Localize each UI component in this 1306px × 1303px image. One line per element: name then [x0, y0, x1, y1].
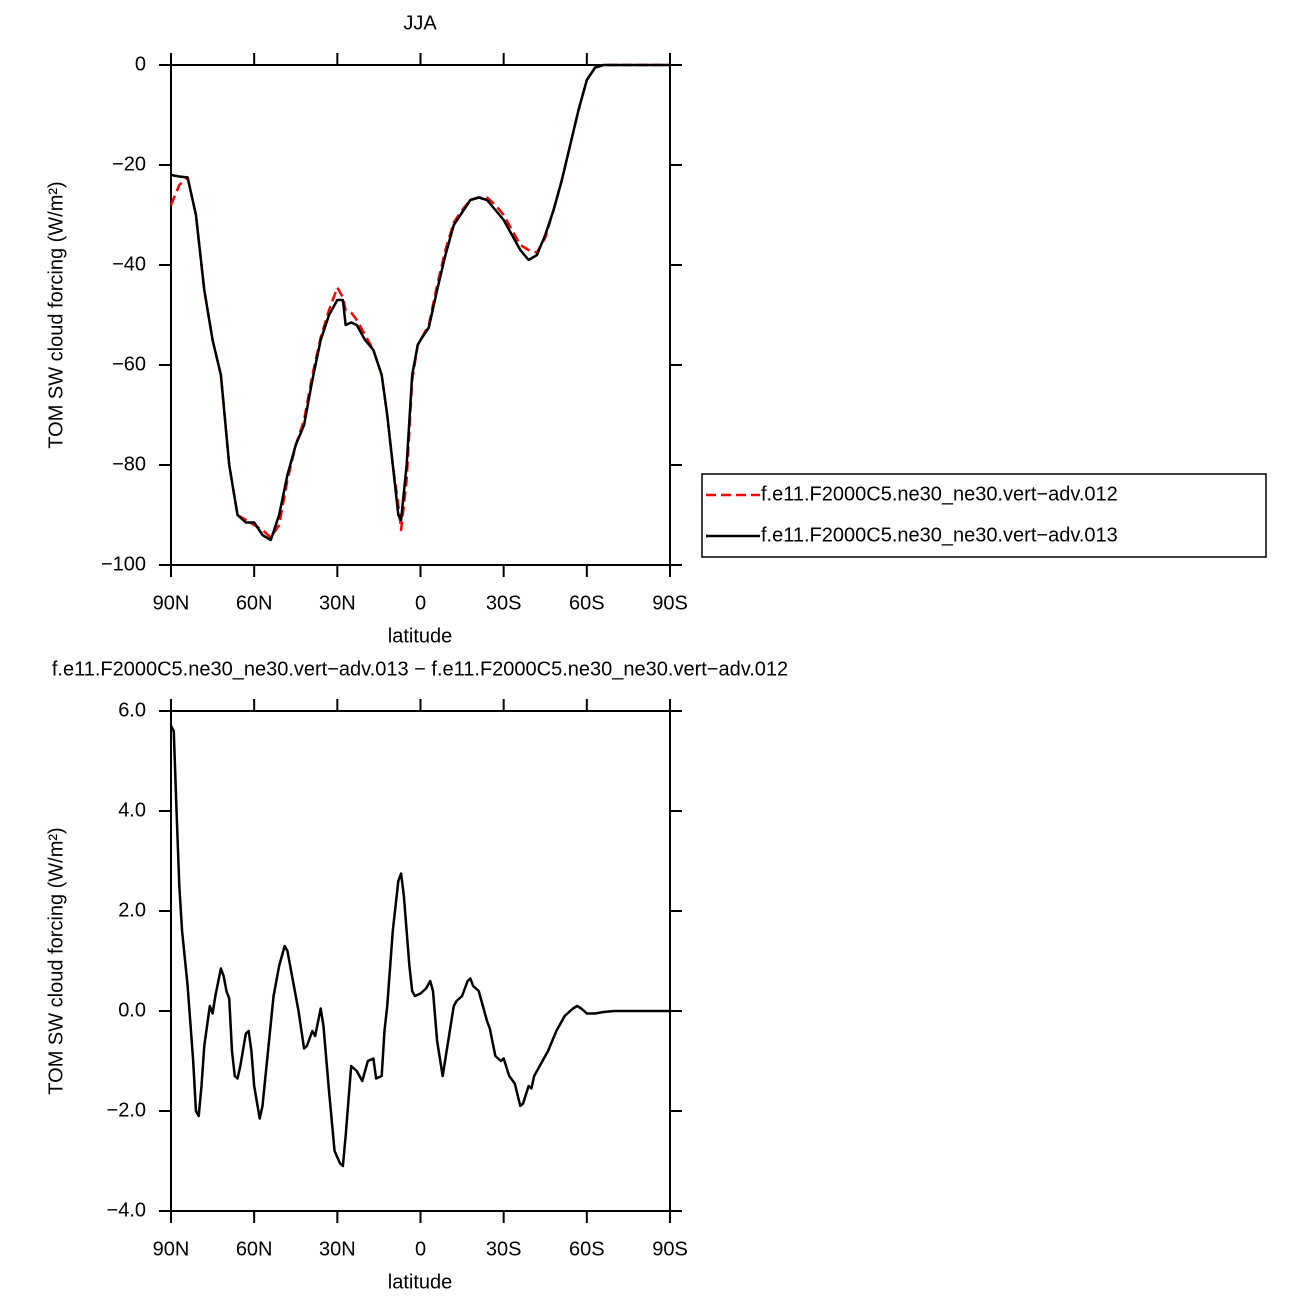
x-tick-label: 0: [415, 592, 426, 614]
y-tick-label: −40: [112, 253, 146, 275]
x-tick-label: 30S: [486, 1238, 522, 1260]
y-tick-label: −80: [112, 453, 146, 475]
y-tick-label: −60: [112, 353, 146, 375]
y-tick-label: −20: [112, 153, 146, 175]
x-tick-label: 60S: [569, 1238, 605, 1260]
y-tick-label: −2.0: [107, 1099, 146, 1121]
chart-title: JJA: [403, 12, 437, 34]
plot-frame: [170, 710, 671, 1212]
legend-box: [701, 473, 1267, 558]
y-axis-label: TOM SW cloud forcing (W/m²): [45, 181, 67, 448]
y-tick-label: 0.0: [118, 999, 146, 1021]
data-line: [170, 63, 670, 542]
y-tick-label: 0: [135, 53, 146, 75]
x-tick-label: 0: [415, 1238, 426, 1260]
chart-title: f.e11.F2000C5.ne30_ne30.vert−adv.013 − f…: [52, 658, 788, 680]
y-tick-label: 4.0: [118, 799, 146, 821]
y-tick-label: 6.0: [118, 699, 146, 721]
y-tick-label: 2.0: [118, 899, 146, 921]
x-axis-label: latitude: [388, 625, 453, 647]
data-line: [169, 725, 670, 1168]
x-tick-label: 60S: [569, 592, 605, 614]
y-axis-label: TOM SW cloud forcing (W/m²): [45, 827, 67, 1094]
x-axis-label: latitude: [388, 1271, 453, 1293]
data-line: [169, 63, 670, 539]
y-tick-label: −100: [101, 553, 146, 575]
x-tick-label: 90S: [652, 1238, 688, 1260]
legend-label: f.e11.F2000C5.ne30_ne30.vert−adv.012: [761, 483, 1118, 505]
x-tick-label: 30N: [319, 592, 356, 614]
x-tick-label: 60N: [236, 1238, 273, 1260]
x-tick-label: 90N: [153, 592, 190, 614]
x-tick-label: 90S: [652, 592, 688, 614]
x-tick-label: 90N: [153, 1238, 190, 1260]
legend-label: f.e11.F2000C5.ne30_ne30.vert−adv.013: [761, 524, 1118, 546]
x-tick-label: 30S: [486, 592, 522, 614]
y-tick-label: −4.0: [107, 1199, 146, 1221]
x-tick-label: 30N: [319, 1238, 356, 1260]
plot-frame: [170, 64, 671, 566]
x-tick-label: 60N: [236, 592, 273, 614]
